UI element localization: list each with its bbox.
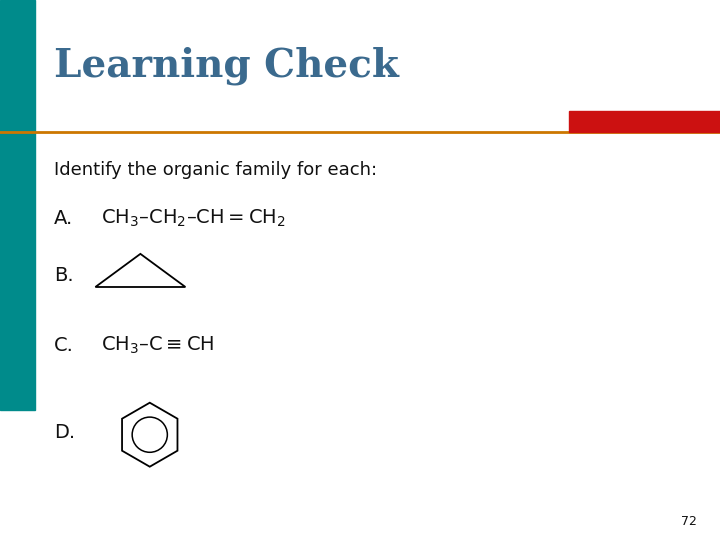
Text: Learning Check: Learning Check [54, 46, 399, 85]
Text: Identify the organic family for each:: Identify the organic family for each: [54, 161, 377, 179]
Text: B.: B. [54, 266, 73, 285]
Text: $\mathregular{CH_3}$–$\mathregular{C{\equiv}CH}$: $\mathregular{CH_3}$–$\mathregular{C{\eq… [101, 335, 214, 356]
Text: A.: A. [54, 209, 73, 228]
Text: D.: D. [54, 422, 75, 442]
Text: 72: 72 [681, 515, 697, 528]
Text: C.: C. [54, 336, 74, 355]
Bar [569, 111, 720, 132]
Bar [0, 0, 35, 410]
Text: $\mathregular{CH_3}$–$\mathregular{CH_2}$–$\mathregular{CH=CH_2}$: $\mathregular{CH_3}$–$\mathregular{CH_2}… [101, 208, 286, 230]
